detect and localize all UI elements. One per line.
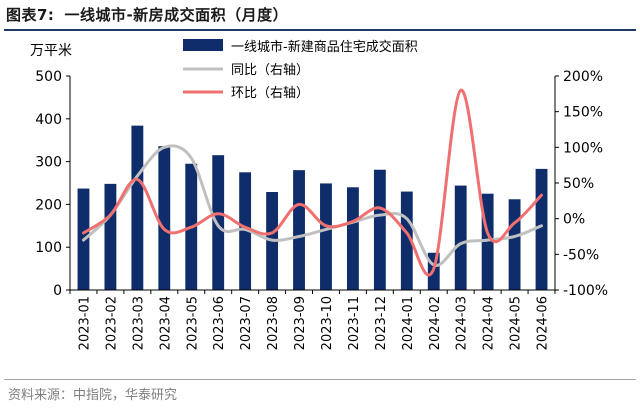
bar-2023-03 [131, 125, 144, 290]
x-tick-label-2023-11: 2023-11 [347, 296, 362, 350]
bar-2023-02 [104, 183, 117, 290]
bar-2024-03 [454, 185, 467, 290]
x-tick-label-2024-03: 2024-03 [455, 296, 470, 350]
x-tick-label-2023-10: 2023-10 [320, 296, 335, 350]
figure-label: 图表7: [6, 6, 55, 24]
x-tick-label-2023-06: 2023-06 [212, 296, 227, 350]
right-tick-label: -100% [563, 283, 608, 299]
chart: 0 100 200 300 400 500 万平米 -100% -50% 0% 50% 100% 150… [30, 39, 608, 350]
left-tick-label: 200 [35, 197, 62, 213]
bar-2023-09 [293, 170, 305, 290]
left-tick-label: 100 [35, 240, 62, 256]
x-tick-label-2024-06: 2024-06 [536, 296, 551, 350]
left-tick-label: 300 [35, 155, 62, 171]
legend-label-2: 环比（右轴） [231, 86, 309, 101]
x-tick-label-2023-02: 2023-02 [104, 296, 119, 350]
bar-2024-01 [400, 191, 413, 290]
bars-layer [77, 125, 548, 290]
x-tick-label-2023-09: 2023-09 [293, 296, 308, 350]
bar-2023-10 [320, 183, 332, 290]
x-tick-label-2023-01: 2023-01 [77, 296, 92, 350]
bar-2024-05 [508, 199, 521, 290]
figure-title-text: 一线城市-新房成交面积（月度） [64, 6, 289, 24]
bar-2024-04 [481, 193, 494, 290]
mom-line [82, 88, 543, 277]
bar-2023-12 [373, 169, 386, 290]
lines-layer [82, 88, 543, 277]
left-tick-label: 400 [35, 112, 62, 128]
x-tick-label-2023-08: 2023-08 [266, 296, 281, 350]
x-tick-label-2023-03: 2023-03 [131, 296, 146, 350]
bar-2023-07 [239, 172, 252, 290]
x-tick-label-2024-02: 2024-02 [428, 296, 443, 350]
yoy-line [82, 144, 543, 267]
left-tick-label: 500 [35, 69, 62, 85]
left-axis-unit: 万平米 [30, 43, 72, 59]
axes-layer: 0 100 200 300 400 500 万平米 -100% -50% 0% 50% 100% 150… [30, 43, 608, 350]
right-tick-label: -50% [563, 247, 599, 263]
right-tick-label: 100% [563, 140, 603, 156]
legend-swatch-bar [183, 39, 223, 51]
bar-2023-11 [346, 187, 359, 290]
legend-label-1: 同比（右轴） [231, 63, 309, 78]
title-rule [4, 29, 636, 31]
right-tick-label: 0% [563, 212, 585, 228]
bar-2023-06 [212, 155, 225, 290]
x-tick-label-2023-07: 2023-07 [239, 296, 254, 350]
legend-label-0: 一线城市-新建商品住宅成交面积 [231, 39, 418, 55]
right-tick-label: 50% [563, 176, 594, 192]
right-tick-label: 150% [563, 105, 603, 121]
x-tick-label-2023-05: 2023-05 [185, 296, 200, 350]
source-rule [4, 379, 636, 380]
figure-title: 图表7: 一线城市-新房成交面积（月度） [6, 4, 288, 25]
bar-2024-06 [535, 168, 548, 290]
bar-2023-04 [158, 146, 171, 290]
x-tick-label-2024-04: 2024-04 [482, 296, 497, 350]
x-tick-label-2023-12: 2023-12 [374, 296, 389, 350]
x-tick-label-2023-04: 2023-04 [158, 296, 173, 350]
x-tick-label-2024-05: 2024-05 [509, 296, 524, 350]
right-tick-label: 200% [563, 69, 603, 85]
source-note: 资料来源：中指院，华泰研究 [8, 388, 178, 403]
x-tick-label-2024-01: 2024-01 [401, 296, 416, 350]
left-tick-label: 0 [53, 283, 62, 299]
